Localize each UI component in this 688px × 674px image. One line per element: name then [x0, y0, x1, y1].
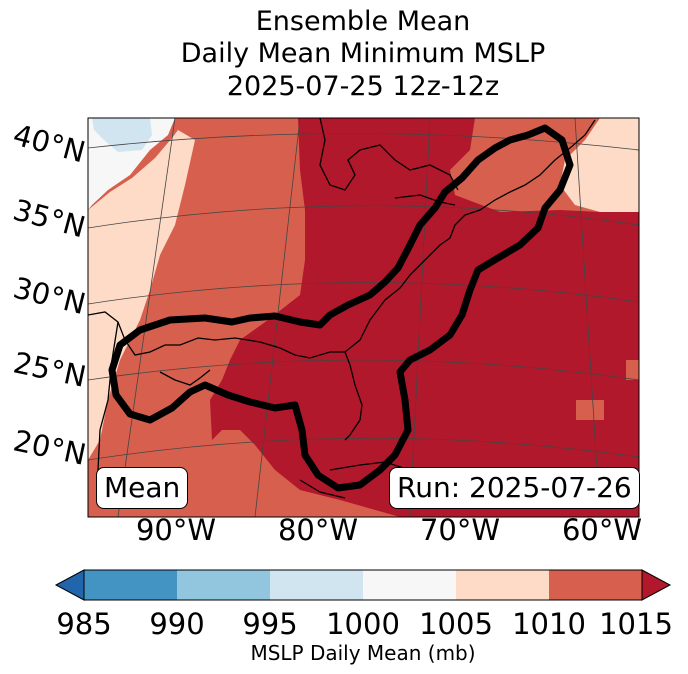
title-line-1: Ensemble Mean: [255, 6, 471, 37]
lon-label-80: 80°W: [277, 513, 359, 547]
colorbar-tick: 985: [56, 607, 112, 641]
colorbar-tick: 1015: [599, 607, 673, 641]
ensemble-contour: [108, 124, 574, 492]
pressure-field-1010-1015-island: [576, 400, 604, 420]
colorbar-bin-995-1000: [270, 570, 363, 600]
colorbar-extend-above: [641, 569, 672, 601]
colorbar-bin-985-990: [84, 570, 177, 600]
lon-label-60: 60°W: [561, 513, 643, 547]
colorbar-bin-1000-1005: [363, 570, 456, 600]
colorbar-label: MSLP Daily Mean (mb): [250, 641, 476, 665]
colorbar-bin-990-995: [177, 570, 270, 600]
colorbar-bin-1005-1010: [456, 570, 549, 600]
pressure-field-1010-1015-island: [626, 360, 639, 380]
run-date-box: Run: 2025-07-26: [389, 467, 640, 509]
lon-label-90: 90°W: [135, 513, 217, 547]
colorbar-tick: 1000: [326, 607, 400, 641]
colorbar-tick: 1005: [419, 607, 493, 641]
colorbar-tick: 995: [242, 607, 298, 641]
title-line-2: Daily Mean Minimum MSLP: [180, 38, 546, 69]
colorbar-bin-1010-1015: [549, 570, 642, 600]
pressure-field-above-1015: [210, 118, 639, 517]
map-frame: [87, 117, 640, 518]
colorbar-tick: 990: [149, 607, 205, 641]
colorbar-extend-below: [54, 569, 85, 601]
lon-label-70: 70°W: [419, 513, 501, 547]
title-line-3: 2025-07-25 12z-12z: [226, 71, 500, 102]
mean-label-box: Mean: [96, 467, 189, 509]
colorbar-tick: 1010: [512, 607, 586, 641]
